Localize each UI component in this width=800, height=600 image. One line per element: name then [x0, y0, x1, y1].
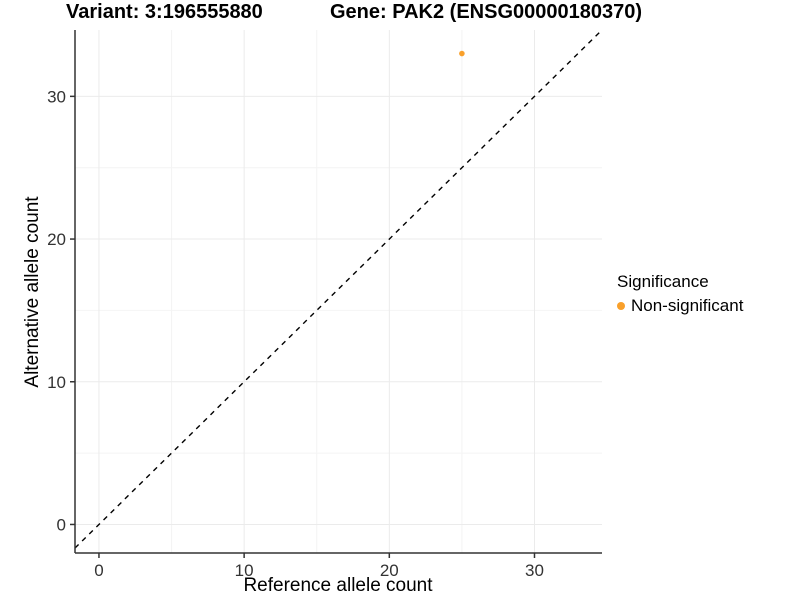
- y-tick-label: 0: [57, 515, 66, 534]
- x-tick-label: 10: [235, 561, 254, 580]
- plot-title-variant: Variant: 3:196555880: [66, 1, 263, 23]
- y-tick-label: 30: [47, 87, 66, 106]
- data-point: [459, 50, 465, 57]
- legend-item-label: Non-significant: [631, 296, 744, 315]
- x-axis-label: Reference allele count: [243, 575, 433, 596]
- legend-item-non-significant: Non-significant: [617, 296, 743, 316]
- legend: Significance Non-significant: [617, 272, 743, 316]
- legend-title: Significance: [617, 272, 709, 291]
- plot-title-gene: Gene: PAK2 (ENSG00000180370): [330, 1, 643, 23]
- x-tick-label: 20: [380, 561, 399, 580]
- legend-point-icon: [617, 302, 625, 310]
- y-axis-label: Alternative allele count: [22, 196, 43, 388]
- x-tick-label: 30: [525, 561, 544, 580]
- x-tick-label: 0: [94, 561, 103, 580]
- identity-line: [74, 29, 603, 549]
- y-tick-label: 20: [47, 230, 66, 249]
- y-tick-label: 10: [47, 373, 66, 392]
